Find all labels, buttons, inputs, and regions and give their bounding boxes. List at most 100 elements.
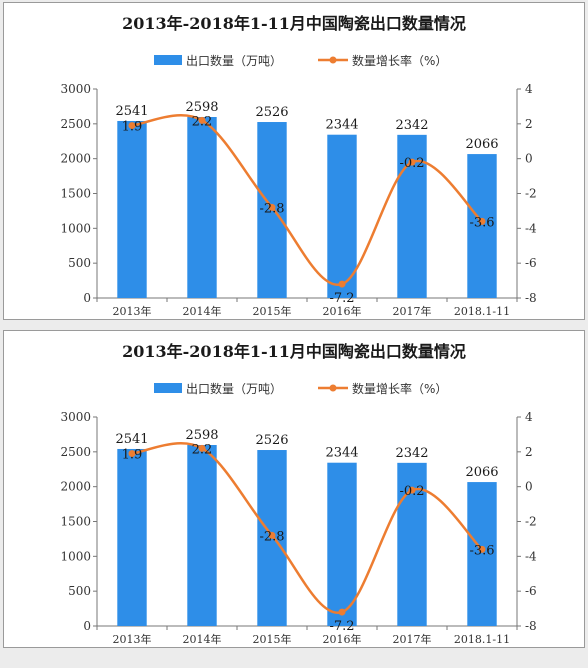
bar-value-label: 2526 xyxy=(255,433,288,448)
y-right-tick-label: -8 xyxy=(525,291,537,305)
x-tick-label: 2016年 xyxy=(323,632,362,646)
y-right-tick-label: 4 xyxy=(525,410,533,424)
line-point xyxy=(478,545,486,553)
y-left-tick-label: 2000 xyxy=(60,152,91,166)
y-right-tick-label: -6 xyxy=(525,584,537,598)
legend-label-line: 数量增长率（%） xyxy=(352,53,447,68)
chart-panel-1: 2013年-2018年1-11月中国陶瓷出口数量情况出口数量（万吨） 数量增长率（… xyxy=(3,2,585,320)
legend-swatch-bars xyxy=(154,55,182,65)
bar-value-label: 2066 xyxy=(465,465,498,480)
line-point xyxy=(408,158,416,166)
y-left-tick-label: 500 xyxy=(68,256,91,270)
bar-value-label: 2598 xyxy=(185,428,218,443)
legend-marker-line xyxy=(329,56,337,64)
line-value-label: 2.2 xyxy=(192,114,213,129)
y-right-tick-label: -4 xyxy=(525,549,537,563)
y-right-tick-label: 2 xyxy=(525,445,533,459)
line-point xyxy=(128,122,136,130)
y-right-tick-label: 2 xyxy=(525,117,533,131)
y-right-tick-label: 0 xyxy=(525,480,533,494)
y-left-tick-label: 2000 xyxy=(60,480,91,494)
line-point xyxy=(478,217,486,225)
legend-marker-line xyxy=(329,384,337,392)
y-left-tick-label: 2500 xyxy=(60,445,91,459)
y-left-tick-label: 0 xyxy=(83,291,91,305)
y-right-tick-label: -8 xyxy=(525,619,537,633)
line-point xyxy=(408,486,416,494)
bar-value-label: 2526 xyxy=(255,105,288,120)
x-tick-label: 2018.1-11 xyxy=(454,633,510,646)
line-point xyxy=(338,280,346,288)
growth-rate-line xyxy=(131,114,483,286)
y-right-tick-label: -4 xyxy=(525,221,537,235)
bar xyxy=(117,448,147,626)
line-point xyxy=(128,450,136,458)
y-right-tick-label: 4 xyxy=(525,82,533,96)
legend-label-line: 数量增长率（%） xyxy=(352,381,447,396)
line-point xyxy=(338,608,346,616)
bar-value-label: 2066 xyxy=(465,137,498,152)
y-right-tick-label: -2 xyxy=(525,187,537,201)
y-left-tick-label: 1500 xyxy=(60,515,91,529)
bar-value-label: 2342 xyxy=(395,118,428,133)
x-tick-label: 2017年 xyxy=(393,632,432,646)
x-tick-label: 2018.1-11 xyxy=(454,305,510,318)
y-left-tick-label: 2500 xyxy=(60,117,91,131)
x-tick-label: 2014年 xyxy=(183,632,222,646)
line-value-label: -0.2 xyxy=(399,484,424,499)
x-tick-label: 2016年 xyxy=(323,304,362,318)
line-point xyxy=(198,444,206,452)
y-left-tick-label: 1000 xyxy=(60,549,91,563)
y-right-tick-label: -6 xyxy=(525,256,537,270)
bar xyxy=(187,117,217,298)
y-left-tick-label: 3000 xyxy=(60,82,91,96)
y-left-tick-label: 500 xyxy=(68,584,91,598)
line-value-label: 2.2 xyxy=(192,442,213,457)
y-right-tick-label: -2 xyxy=(525,515,537,529)
legend-label-bars: 出口数量（万吨） xyxy=(186,381,282,396)
line-value-label: -2.8 xyxy=(259,201,284,216)
legend-swatch-bars xyxy=(154,383,182,393)
y-right-tick-label: 0 xyxy=(525,152,533,166)
line-value-label: -7.2 xyxy=(329,291,354,306)
bar xyxy=(467,482,497,626)
bar-value-label: 2598 xyxy=(185,100,218,115)
line-value-label: -3.6 xyxy=(469,543,494,558)
bar-value-label: 2344 xyxy=(325,118,358,133)
bar-value-label: 2541 xyxy=(115,432,148,447)
y-left-tick-label: 0 xyxy=(83,619,91,633)
bar xyxy=(467,154,497,298)
line-point xyxy=(198,116,206,124)
y-left-tick-label: 3000 xyxy=(60,410,91,424)
line-value-label: 1.9 xyxy=(122,448,143,463)
line-value-label: -2.8 xyxy=(259,529,284,544)
y-left-tick-label: 1500 xyxy=(60,187,91,201)
x-tick-label: 2017年 xyxy=(393,304,432,318)
bar xyxy=(117,120,147,299)
x-tick-label: 2014年 xyxy=(183,304,222,318)
growth-rate-line xyxy=(131,442,483,614)
x-tick-label: 2015年 xyxy=(253,304,292,318)
line-point xyxy=(268,531,276,539)
chart-title: 2013年-2018年1-11月中国陶瓷出口数量情况 xyxy=(122,342,466,361)
legend-label-bars: 出口数量（万吨） xyxy=(186,53,282,68)
bar-value-label: 2342 xyxy=(395,446,428,461)
bar xyxy=(327,462,357,626)
bar xyxy=(327,134,357,298)
line-value-label: -7.2 xyxy=(329,619,354,634)
y-left-tick-label: 1000 xyxy=(60,221,91,235)
line-value-label: -3.6 xyxy=(469,215,494,230)
line-value-label: -0.2 xyxy=(399,156,424,171)
line-point xyxy=(268,203,276,211)
bar-value-label: 2541 xyxy=(115,104,148,119)
x-tick-label: 2013年 xyxy=(113,632,152,646)
bar-value-label: 2344 xyxy=(325,446,358,461)
chart-title: 2013年-2018年1-11月中国陶瓷出口数量情况 xyxy=(122,14,466,33)
bar xyxy=(187,445,217,626)
chart-panel-2: 2013年-2018年1-11月中国陶瓷出口数量情况出口数量（万吨） 数量增长率（… xyxy=(3,330,585,648)
x-tick-label: 2015年 xyxy=(253,632,292,646)
line-value-label: 1.9 xyxy=(122,120,143,135)
x-tick-label: 2013年 xyxy=(113,304,152,318)
